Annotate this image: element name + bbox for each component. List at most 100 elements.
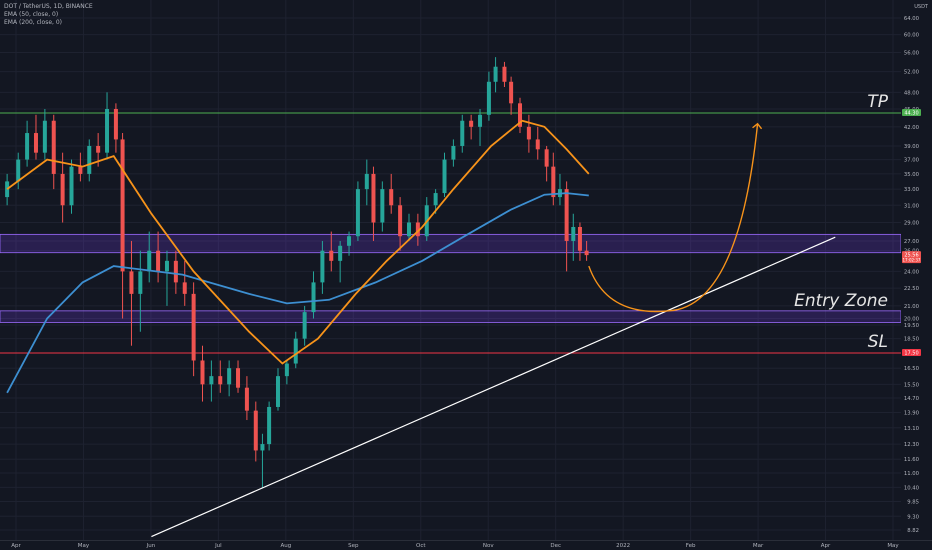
candle-body [218,376,223,385]
x-tick-label: Apr [11,543,21,549]
zone-box [0,310,902,323]
candle-body [253,410,258,451]
candle-body [156,250,161,272]
x-tick-label: Sep [348,543,359,549]
candle-body [551,166,556,198]
price-badge-label: 44.30 [904,111,918,117]
candle-body [535,139,540,150]
y-tick-label: 21.00 [904,304,920,310]
y-tick-label: 29.00 [904,221,920,227]
price-badge [902,348,921,356]
candle-body [380,189,385,223]
time-axis[interactable]: Apr May Jun Jul Aug Sep Oct Nov Dec 2022 Feb Mar Apr… [0,540,932,550]
y-tick-label: 56.00 [904,50,920,56]
price-axis-bg [901,0,932,550]
y-tick-label: 10.40 [904,485,920,491]
price-badge-countdown: 17:02:37 [903,258,921,263]
x-tick-label: 2022 [616,543,630,549]
y-tick-label: 11.00 [904,471,920,477]
candle-body [113,108,118,140]
candle-body [284,363,289,377]
x-tick-label: May [887,543,899,549]
x-tick-label: Jul [214,543,222,549]
candle-body [138,271,143,294]
y-tick-label: 64.00 [904,16,920,22]
candle-body [267,406,272,445]
candle-body [502,66,507,82]
candle-body [209,376,214,385]
y-tick-label: 22.50 [904,286,920,292]
x-tick-label: Dec [550,543,561,549]
y-tick-label: 15.50 [904,382,920,388]
symbol-title[interactable]: DOT / TetherUS, 1D, BINANCE [4,3,93,10]
candle-body [173,260,178,283]
chart-legend: DOT / TetherUS, 1D, BINANCE EMA (50, clo… [4,3,93,27]
y-tick-label: 60.00 [904,33,920,39]
candle-body [96,145,101,153]
candle-body [442,159,447,194]
candle-body [5,181,10,198]
candle-body [371,173,376,223]
x-tick-label: Nov [483,543,494,549]
candle-body [347,236,352,246]
candle-body [200,360,205,385]
candle-body [25,133,30,160]
candle-body [293,338,298,364]
projection-curve [588,123,759,313]
candle-body [182,282,187,294]
y-tick-label: 35.00 [904,172,920,178]
y-tick-label: 39.00 [904,144,920,150]
candle-body [78,166,83,174]
candle-body [509,81,514,104]
candle-body [191,293,196,361]
candle-body [69,166,74,206]
candle-body [338,245,343,261]
y-tick-label: 12.30 [904,442,920,448]
candle-body [227,368,232,385]
y-tick-label: 33.00 [904,187,920,193]
drawings[interactable] [151,122,836,538]
ema-lines [6,119,590,394]
candle-body [60,173,65,206]
y-tick-label: 8.82 [907,528,919,534]
candle-body [164,260,169,272]
annotation-tp: TP [867,92,888,112]
trendline [151,236,836,538]
annotation-entry-zone: Entry Zone [794,291,888,311]
x-tick-label: Apr [821,543,831,549]
candle-body [147,250,152,272]
candle-body [120,139,125,272]
candle-body [51,120,56,174]
candle-body [406,222,411,237]
y-tick-label: 31.00 [904,203,920,209]
x-tick-label: Feb [686,543,696,549]
candle-body [105,108,110,153]
projection-arrowhead [752,122,763,130]
candle-body [311,282,316,313]
candle-body [451,145,456,160]
ema200-legend[interactable]: EMA (200, close, 0) [4,19,63,26]
candle-body [415,222,420,237]
levels [0,112,901,354]
y-tick-label: 42.00 [904,125,920,131]
y-tick-label: 52.00 [904,70,920,76]
y-tick-label: 20.00 [904,316,920,322]
candle-body [433,193,438,206]
ema50-legend[interactable]: EMA (50, close, 0) [4,11,59,18]
candle-body [460,120,465,146]
candle-body [564,189,569,241]
x-tick-label: Jun [146,543,156,549]
x-tick-label: May [78,543,90,549]
y-tick-label: 13.10 [904,426,920,432]
y-tick-label: 48.00 [904,90,920,96]
price-badge [902,251,921,264]
price-axis[interactable]: USDT64.0060.0056.0052.0048.0045.0042.003… [901,0,932,550]
candle-body [329,250,334,261]
candle-body [478,114,483,127]
candle-body [33,133,38,153]
candle-body [275,376,280,407]
currency-label: USDT [914,4,929,10]
candle-body [355,189,360,237]
